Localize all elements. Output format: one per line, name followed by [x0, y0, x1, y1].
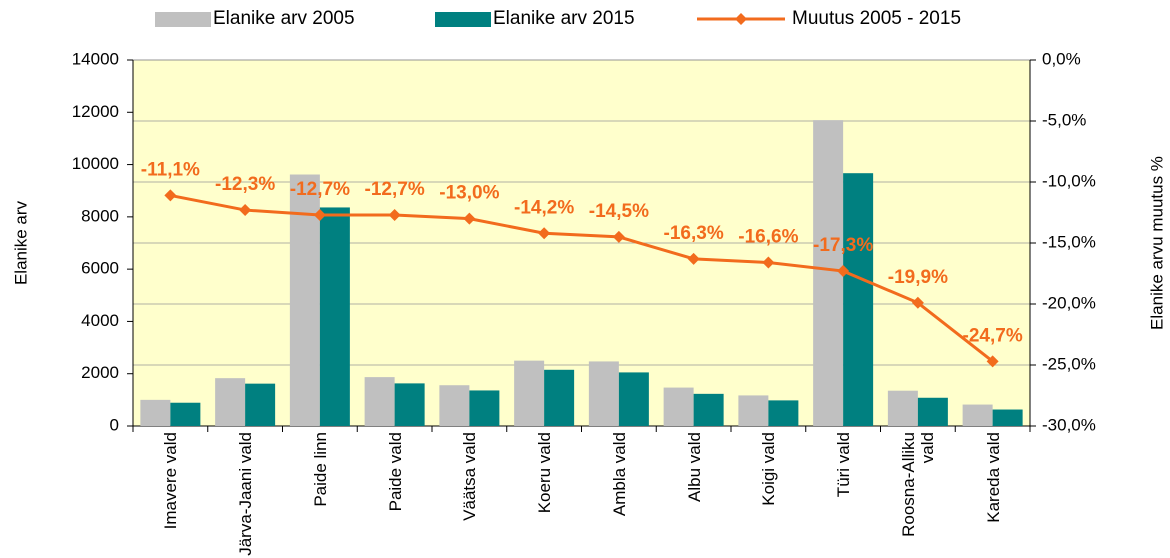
bar: [693, 393, 724, 426]
marker: [687, 252, 700, 265]
marker: [538, 227, 551, 240]
x-tick-label: Järva-Jaani vald: [235, 432, 255, 556]
data-label: -14,2%: [514, 197, 574, 218]
bar: [887, 390, 918, 426]
bar: [813, 120, 844, 426]
data-label: -12,7%: [290, 179, 350, 200]
y-tick-label: 8000: [81, 206, 119, 225]
legend-marker: [735, 13, 747, 25]
data-label: -12,7%: [365, 179, 425, 200]
bar: [439, 385, 470, 426]
data-label: -13,0%: [439, 183, 499, 204]
y2-tick-label: -25,0%: [1042, 354, 1096, 373]
bar: [514, 360, 545, 426]
y-tick-label: 14000: [72, 49, 119, 68]
bar: [843, 173, 874, 426]
data-label: -19,9%: [888, 267, 948, 288]
legend-label: Muutus 2005 - 2015: [792, 8, 961, 29]
y-tick-label: 4000: [81, 311, 119, 330]
data-label: -16,6%: [738, 227, 798, 248]
bar: [245, 383, 276, 426]
y2-axis-title: Elanike arvu muutus %: [1147, 156, 1166, 330]
x-tick-label: Koigi vald: [758, 432, 778, 506]
bar: [588, 361, 619, 426]
bar: [140, 399, 171, 426]
y2-tick-label: -20,0%: [1042, 293, 1096, 312]
y-tick-label: 0: [110, 415, 119, 434]
x-tick-label: Albu vald: [684, 432, 704, 502]
marker: [313, 208, 326, 221]
legend-label: Elanike arv 2005: [213, 8, 355, 29]
data-label: -24,7%: [963, 325, 1023, 346]
line: [170, 193, 994, 363]
bar: [364, 377, 395, 426]
marker: [986, 355, 999, 368]
marker: [911, 296, 924, 309]
y-tick-label: 12000: [72, 102, 119, 121]
y-axis-title: Elanike arv: [11, 200, 30, 285]
legend-label: Elanike arv 2015: [493, 8, 635, 29]
marker: [762, 256, 775, 269]
data-label: -17,3%: [813, 235, 873, 256]
y2-tick-label: 0,0%: [1042, 49, 1081, 68]
x-tick-label: Kareda vald: [983, 432, 1003, 523]
bar: [544, 369, 575, 426]
marker: [239, 204, 252, 217]
x-tick-label: Ambla vald: [609, 432, 629, 517]
y2-tick-label: -15,0%: [1042, 232, 1096, 251]
x-tick-label: Türi vald: [833, 432, 853, 498]
bar: [394, 383, 425, 426]
marker: [612, 230, 625, 243]
bar: [768, 400, 799, 426]
x-tick-label: Paide linn: [310, 432, 330, 507]
y2-tick-label: -30,0%: [1042, 415, 1096, 434]
bar: [962, 404, 993, 426]
marker: [463, 212, 476, 225]
bar: [289, 174, 320, 426]
marker: [837, 265, 850, 278]
bar: [469, 390, 500, 426]
x-tick-label: Imavere vald: [160, 432, 180, 530]
bar: [992, 409, 1023, 426]
y-tick-label: 2000: [81, 363, 119, 382]
bar: [917, 397, 948, 426]
y-tick-label: 6000: [81, 259, 119, 278]
marker: [164, 189, 177, 202]
y2-tick-label: -10,0%: [1042, 171, 1096, 190]
x-tick-label: Roosna-Alliku vald: [898, 432, 937, 537]
y2-tick-label: -5,0%: [1042, 110, 1086, 129]
data-label: -14,5%: [589, 201, 649, 222]
marker: [388, 208, 401, 221]
legend-swatch: [435, 12, 491, 27]
legend-swatch: [155, 12, 211, 27]
data-label: -12,3%: [215, 174, 275, 195]
x-tick-label: Paide vald: [385, 432, 405, 512]
data-label: -16,3%: [664, 223, 724, 244]
bar: [618, 372, 649, 426]
x-tick-label: Väätsa vald: [459, 432, 479, 521]
bar: [215, 378, 246, 426]
bar: [319, 207, 350, 426]
bar: [170, 402, 201, 426]
bar: [663, 387, 694, 426]
y-tick-label: 10000: [72, 154, 119, 173]
bar: [738, 395, 769, 426]
x-tick-label: Koeru vald: [534, 432, 554, 514]
data-label: -11,1%: [141, 159, 200, 180]
